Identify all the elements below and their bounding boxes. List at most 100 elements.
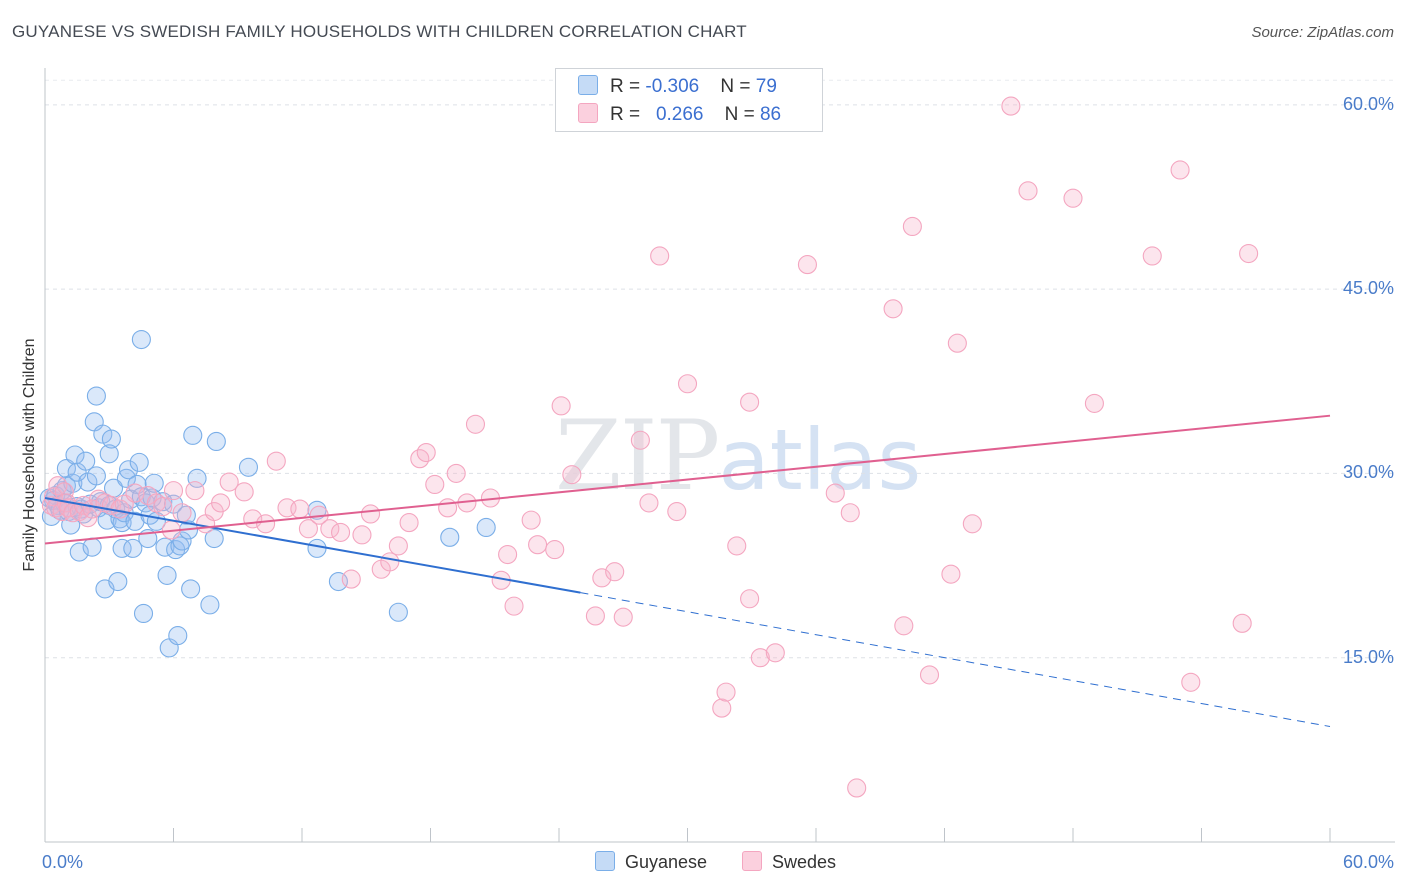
guyanese-point xyxy=(388,602,408,622)
swedes-point xyxy=(630,430,650,450)
swedes-point xyxy=(172,503,192,523)
swedes-point xyxy=(234,482,254,502)
guyanese-r-value: -0.306 xyxy=(645,76,700,97)
guyanese-point xyxy=(99,444,119,464)
swedes-point xyxy=(727,536,747,556)
legend-item-guyanese: Guyanese xyxy=(595,851,707,873)
swedes-point xyxy=(712,698,732,718)
guyanese-point xyxy=(131,329,151,350)
swedes-point xyxy=(528,535,548,555)
legend-row-guyanese: R = -0.306 N = 79 xyxy=(578,75,777,98)
guyanese-point xyxy=(307,500,327,520)
swedes-point xyxy=(667,501,687,522)
swedes-point xyxy=(266,451,286,471)
guyanese-point xyxy=(307,538,327,558)
swedes-point xyxy=(290,499,310,519)
guyanese-point xyxy=(181,579,201,599)
guyanese-legend-swatch xyxy=(595,851,615,871)
swedes-point xyxy=(883,299,903,319)
x-tick-label-min: 0.0% xyxy=(42,852,84,872)
swedes-point xyxy=(962,514,982,534)
swedes-point xyxy=(219,472,239,492)
swedes-point xyxy=(1001,96,1021,116)
swedes-point xyxy=(388,536,408,556)
guyanese-point xyxy=(86,386,106,406)
guyanese-point xyxy=(476,517,496,538)
swedes-point xyxy=(341,569,361,589)
swedes-point xyxy=(498,544,518,565)
swedes-point xyxy=(298,519,318,539)
swedes-point xyxy=(1181,672,1201,692)
guyanese-legend-label: Guyanese xyxy=(625,852,708,872)
swedes-point xyxy=(797,255,817,275)
guyanese-swatch xyxy=(578,75,598,95)
guyanese-n-value: 79 xyxy=(755,76,777,97)
swedes-point xyxy=(256,514,276,534)
legend-item-swedes: Swedes xyxy=(742,851,836,873)
swedes-legend-swatch xyxy=(742,851,762,871)
y-tick-label: 15.0% xyxy=(1342,646,1394,667)
swedes-point xyxy=(765,643,785,663)
swedes-point xyxy=(840,503,860,523)
swedes-point xyxy=(1232,613,1252,633)
y-tick-label: 45.0% xyxy=(1342,278,1394,299)
guyanese-point xyxy=(123,538,143,558)
guyanese-point xyxy=(440,527,460,547)
guyanese-point xyxy=(238,457,259,477)
swedes-swatch xyxy=(578,103,598,123)
swedes-point xyxy=(352,525,372,545)
swedes-point xyxy=(551,396,571,416)
swedes-point xyxy=(52,501,72,522)
guyanese-trend-extension xyxy=(580,592,1331,728)
guyanese-point xyxy=(112,538,132,558)
guyanese-point xyxy=(86,466,106,486)
watermark-zip: ZIP xyxy=(555,400,720,512)
swedes-trend-line xyxy=(44,414,1331,545)
swedes-point xyxy=(740,589,760,609)
swedes-point xyxy=(320,519,340,539)
swedes-r-value: 0.266 xyxy=(655,104,704,125)
swedes-point xyxy=(146,493,166,513)
swedes-point xyxy=(330,522,351,542)
guyanese-point xyxy=(144,473,164,493)
swedes-point xyxy=(1063,188,1083,208)
guyanese-point xyxy=(76,451,96,471)
guyanese-point xyxy=(168,626,188,646)
swedes-point xyxy=(78,508,98,528)
swedes-point xyxy=(750,648,770,668)
swedes-point xyxy=(1084,393,1104,413)
swedes-point xyxy=(639,493,659,513)
swedes-point xyxy=(919,665,940,685)
swedes-point xyxy=(425,474,445,495)
swedes-point xyxy=(825,483,845,503)
swedes-point xyxy=(847,778,867,798)
guyanese-point xyxy=(118,460,139,480)
guyanese-point xyxy=(82,537,102,557)
guyanese-point xyxy=(101,429,121,449)
swedes-point xyxy=(438,498,458,518)
swedes-point xyxy=(521,510,541,530)
guyanese-point xyxy=(183,425,203,445)
swedes-point xyxy=(163,481,184,501)
swedes-point xyxy=(360,504,381,524)
swedes-point xyxy=(716,682,736,702)
swedes-point xyxy=(399,513,419,533)
chart-title: GUYANESE VS SWEDISH FAMILY HOUSEHOLDS WI… xyxy=(12,22,747,41)
swedes-point xyxy=(941,564,961,584)
guyanese-point xyxy=(204,528,224,549)
guyanese-point xyxy=(69,542,89,562)
swedes-point xyxy=(947,333,967,353)
swedes-point xyxy=(585,606,605,626)
swedes-point xyxy=(605,562,625,582)
swedes-point xyxy=(740,392,760,412)
chart-source: Source: ZipAtlas.com xyxy=(1251,24,1394,41)
swedes-point xyxy=(380,552,400,572)
guyanese-point xyxy=(133,603,154,624)
swedes-n-value: 86 xyxy=(759,104,782,125)
guyanese-point xyxy=(187,468,207,488)
swedes-point xyxy=(613,607,633,627)
swedes-point xyxy=(185,481,205,501)
swedes-point xyxy=(1170,160,1190,180)
swedes-point xyxy=(211,493,231,513)
swedes-point xyxy=(446,463,466,483)
